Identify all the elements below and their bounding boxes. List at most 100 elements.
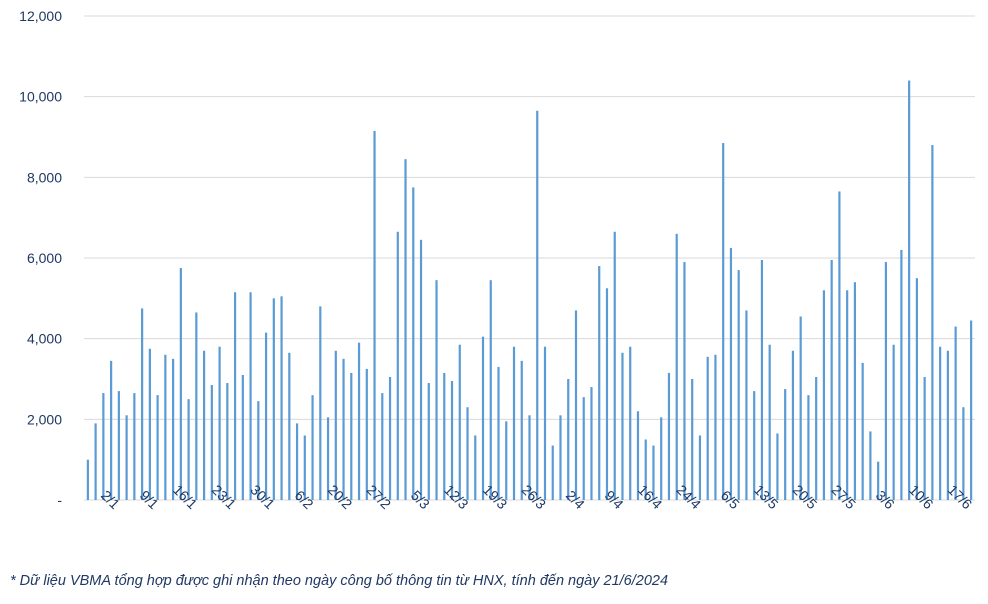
bar	[326, 417, 330, 500]
bar	[179, 268, 182, 500]
bar	[148, 348, 151, 500]
bar	[543, 346, 547, 500]
bar	[892, 344, 895, 500]
bar	[861, 362, 864, 500]
bar	[303, 435, 306, 500]
bar	[706, 356, 709, 500]
bar	[613, 231, 616, 500]
y-tick-label: 8,000	[27, 169, 62, 185]
bar	[334, 350, 337, 500]
y-tick-label: 10,000	[19, 89, 62, 105]
bar	[489, 280, 492, 500]
bar	[776, 433, 779, 500]
bar	[357, 342, 361, 500]
bar	[605, 288, 609, 500]
bar	[830, 260, 833, 500]
bar	[528, 415, 531, 500]
bar	[745, 310, 748, 500]
bar	[141, 308, 144, 500]
bar	[636, 411, 640, 500]
bar	[931, 145, 934, 500]
bar	[753, 391, 756, 500]
bar	[226, 383, 229, 500]
bar	[683, 262, 686, 500]
bar	[187, 399, 190, 500]
bar	[644, 439, 647, 500]
bar	[512, 346, 516, 500]
bar	[722, 143, 725, 501]
bar	[419, 239, 423, 500]
bar	[156, 395, 159, 500]
bar	[86, 459, 89, 500]
bar	[962, 407, 965, 500]
bar	[388, 376, 392, 500]
bar	[210, 385, 213, 500]
bar	[567, 379, 570, 500]
bar	[660, 417, 663, 500]
bar	[481, 336, 485, 500]
bar	[102, 393, 105, 500]
bar	[590, 387, 593, 500]
bar	[807, 395, 810, 500]
bar	[598, 266, 601, 500]
bar	[791, 350, 795, 500]
bar	[117, 391, 120, 500]
bar	[946, 350, 949, 500]
bar	[218, 346, 221, 500]
bar	[264, 332, 268, 500]
gridlines	[84, 15, 975, 501]
bar	[280, 296, 283, 500]
y-tick-label: 2,000	[27, 411, 62, 427]
bar	[342, 358, 345, 500]
bar	[295, 423, 299, 500]
bar	[954, 326, 957, 500]
bar	[629, 346, 632, 500]
bar	[520, 360, 523, 500]
bar	[939, 346, 942, 500]
bar	[133, 393, 136, 500]
y-tick-label: 4,000	[27, 331, 62, 347]
y-tick-label: 6,000	[27, 250, 62, 266]
bar	[877, 461, 880, 500]
bar	[915, 278, 918, 500]
bar	[241, 374, 244, 500]
y-tick-label: 12,000	[19, 8, 62, 24]
bar	[466, 407, 469, 500]
bar	[737, 270, 740, 500]
bar	[714, 354, 717, 500]
bar	[443, 372, 446, 500]
bar	[458, 344, 461, 500]
bar	[110, 360, 113, 500]
bar	[257, 401, 260, 500]
bar	[249, 292, 252, 500]
bar	[675, 233, 678, 501]
bar	[125, 415, 128, 500]
bars	[86, 80, 973, 501]
bar	[667, 372, 671, 500]
bar	[822, 290, 826, 500]
y-axis-tick-labels: - 2,000 4,000 6,000 8,000 10,000 12,000	[19, 8, 62, 508]
bar	[869, 431, 872, 500]
bar	[784, 389, 787, 500]
bar	[768, 344, 771, 500]
bar	[381, 393, 384, 500]
bar	[195, 312, 198, 500]
bar	[815, 376, 818, 500]
bar	[272, 298, 275, 500]
bar	[172, 358, 175, 500]
bar	[404, 159, 407, 500]
bar	[559, 415, 562, 500]
bar	[164, 354, 167, 500]
bar	[582, 397, 585, 500]
bar	[698, 435, 702, 500]
bar	[691, 379, 694, 500]
bar	[202, 350, 206, 500]
bar	[652, 445, 655, 500]
bar	[574, 310, 578, 500]
bar	[350, 372, 353, 500]
bar	[365, 368, 368, 500]
bar	[970, 320, 973, 500]
bar	[729, 247, 733, 500]
footnote: * Dữ liệu VBMA tổng hợp được ghi nhận th…	[10, 573, 669, 589]
